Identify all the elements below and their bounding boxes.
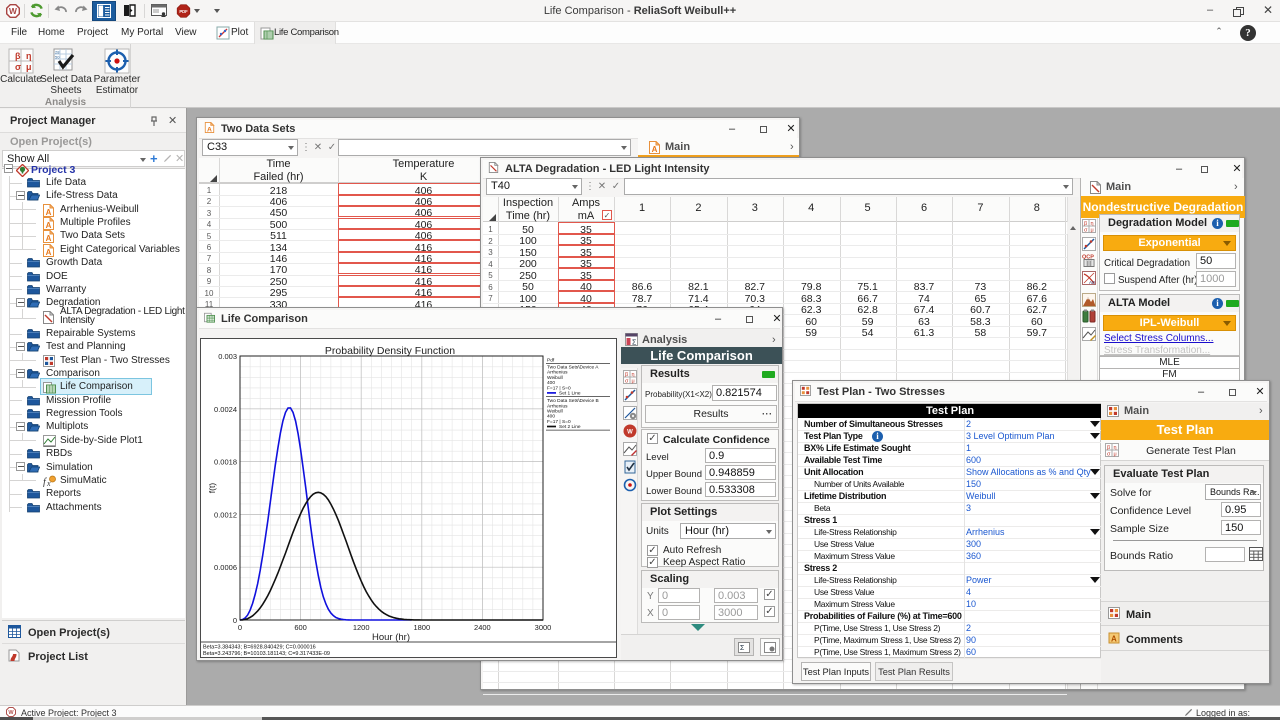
svg-text:QCP: QCP bbox=[1082, 255, 1094, 261]
svg-text:Weibull: Weibull bbox=[547, 375, 563, 381]
svg-text:Beta=3.384343; B=6928.840429;: Beta=3.384343; B=6928.840429; C=0.000016 bbox=[203, 645, 316, 651]
svg-text:W: W bbox=[627, 430, 633, 436]
svg-text:0.0018: 0.0018 bbox=[214, 458, 237, 467]
svg-text:PDF: PDF bbox=[179, 9, 188, 14]
svg-text:A: A bbox=[207, 126, 212, 133]
svg-text:0: 0 bbox=[238, 623, 242, 632]
svg-text:β: β bbox=[625, 372, 628, 378]
svg-text:f: f bbox=[43, 477, 47, 487]
svg-text:Arrhenius: Arrhenius bbox=[547, 370, 568, 376]
svg-text:A: A bbox=[1111, 635, 1117, 644]
svg-text:μ: μ bbox=[632, 379, 635, 385]
svg-text:Σ: Σ bbox=[740, 645, 745, 652]
svg-text:0.003: 0.003 bbox=[218, 352, 237, 361]
svg-text:Weibull: Weibull bbox=[547, 409, 563, 415]
svg-text:β: β bbox=[1084, 221, 1087, 227]
svg-text:Hour (hr): Hour (hr) bbox=[372, 632, 410, 643]
svg-text:0.0012: 0.0012 bbox=[214, 510, 237, 519]
svg-text:Beta=3.243796; B=10103.181143;: Beta=3.243796; B=10103.181143; C=9.31743… bbox=[203, 651, 330, 657]
svg-text:0.0006: 0.0006 bbox=[214, 563, 237, 572]
svg-text:Two Data Sets\Device B: Two Data Sets\Device B bbox=[547, 398, 599, 404]
svg-text:W: W bbox=[9, 6, 17, 16]
svg-text:σ: σ bbox=[625, 379, 629, 385]
svg-text:W: W bbox=[8, 710, 14, 716]
svg-text:F=17 | S=0: F=17 | S=0 bbox=[547, 419, 571, 425]
svg-text:F=17 | S=0: F=17 | S=0 bbox=[547, 385, 571, 391]
svg-text:50: 50 bbox=[55, 55, 60, 60]
svg-text:3000: 3000 bbox=[535, 623, 552, 632]
svg-text:A: A bbox=[46, 234, 52, 243]
svg-text:η: η bbox=[1091, 221, 1094, 227]
svg-text:x: x bbox=[46, 479, 51, 487]
svg-text:0: 0 bbox=[233, 616, 237, 625]
svg-text:A: A bbox=[46, 248, 52, 257]
svg-text:Two Data Sets\Device A: Two Data Sets\Device A bbox=[547, 365, 599, 371]
svg-text:A: A bbox=[652, 145, 658, 154]
svg-text:Set 2 Line: Set 2 Line bbox=[559, 424, 581, 430]
svg-text:η: η bbox=[26, 51, 32, 61]
svg-text:σ: σ bbox=[15, 62, 21, 72]
svg-text:600: 600 bbox=[294, 623, 307, 632]
svg-text:Σ: Σ bbox=[632, 340, 637, 347]
svg-text:400: 400 bbox=[547, 380, 555, 386]
svg-text:μ: μ bbox=[26, 62, 32, 72]
svg-text:β: β bbox=[15, 51, 21, 61]
svg-text:A: A bbox=[46, 221, 52, 230]
svg-text:Probability Density Function: Probability Density Function bbox=[325, 345, 455, 357]
svg-text:400: 400 bbox=[547, 414, 555, 420]
svg-text:f(t): f(t) bbox=[207, 483, 217, 494]
svg-text:σ: σ bbox=[1107, 452, 1111, 458]
svg-text:A: A bbox=[46, 208, 52, 217]
svg-text:2400: 2400 bbox=[474, 623, 491, 632]
svg-text:Pdf: Pdf bbox=[547, 358, 555, 364]
svg-text:μ: μ bbox=[1091, 228, 1094, 234]
svg-text:1200: 1200 bbox=[353, 623, 370, 632]
svg-text:AB: AB bbox=[1089, 280, 1095, 285]
svg-text:0.0024: 0.0024 bbox=[214, 405, 237, 414]
svg-text:β: β bbox=[1107, 445, 1110, 451]
svg-text:η: η bbox=[632, 372, 635, 378]
svg-text:28: 28 bbox=[55, 50, 60, 55]
svg-text:1800: 1800 bbox=[413, 623, 430, 632]
svg-text:μ: μ bbox=[1114, 452, 1117, 458]
svg-text:Arrhenius: Arrhenius bbox=[547, 403, 568, 409]
svg-text:Set 1 Line: Set 1 Line bbox=[559, 391, 581, 397]
svg-text:σ: σ bbox=[1084, 228, 1088, 234]
svg-text:η: η bbox=[1114, 445, 1117, 451]
